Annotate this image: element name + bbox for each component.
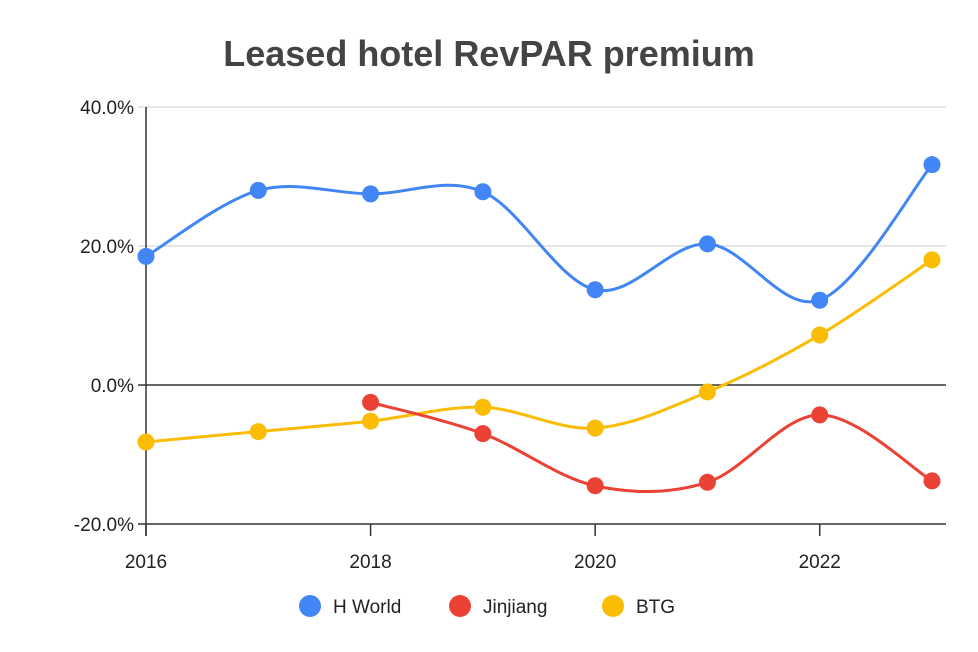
data-point-h-world <box>811 291 829 309</box>
data-point-jinjiang <box>362 393 380 411</box>
x-tick-label: 2018 <box>349 552 391 573</box>
series-jinjiang <box>362 393 941 495</box>
data-point-btg <box>249 423 267 441</box>
y-tick-label: -20.0% <box>74 515 134 536</box>
legend-item-h-world: H World <box>299 595 401 618</box>
data-point-btg <box>811 326 829 344</box>
data-point-h-world <box>474 183 492 201</box>
series <box>137 156 941 495</box>
legend-item-jinjiang: Jinjiang <box>449 595 547 618</box>
y-tick-label: 40.0% <box>80 98 134 119</box>
legend: H World Jinjiang BTG <box>299 595 675 618</box>
data-point-btg <box>586 419 604 437</box>
series-h-world <box>137 156 941 309</box>
series-btg <box>137 251 941 451</box>
y-tick-label: 0.0% <box>91 376 134 397</box>
x-tick-label: 2020 <box>574 552 616 573</box>
legend-label-jinjiang: Jinjiang <box>483 597 547 618</box>
legend-marker-h-world <box>299 595 321 617</box>
data-point-h-world <box>923 156 941 174</box>
data-point-h-world <box>698 235 716 253</box>
axes <box>138 107 946 536</box>
legend-marker-btg <box>602 595 624 617</box>
data-point-jinjiang <box>923 472 941 490</box>
legend-item-btg: BTG <box>602 595 675 618</box>
data-point-jinjiang <box>811 406 829 424</box>
chart-title: Leased hotel RevPAR premium <box>223 33 754 74</box>
data-point-btg <box>137 433 155 451</box>
data-point-h-world <box>249 181 267 199</box>
data-point-btg <box>474 398 492 416</box>
legend-label-btg: BTG <box>636 597 675 618</box>
y-tick-labels: 40.0% 20.0% 0.0% -20.0% <box>74 98 134 536</box>
legend-label-h-world: H World <box>333 597 401 618</box>
data-point-jinjiang <box>586 477 604 495</box>
x-tick-labels: 2016 2018 2020 2022 <box>125 524 841 573</box>
data-point-jinjiang <box>698 473 716 491</box>
data-point-h-world <box>362 185 380 203</box>
data-point-h-world <box>137 247 155 265</box>
data-point-btg <box>362 412 380 430</box>
data-point-btg <box>698 383 716 401</box>
data-point-h-world <box>586 281 604 299</box>
data-point-jinjiang <box>474 425 492 443</box>
legend-marker-jinjiang <box>449 595 471 617</box>
x-tick-label: 2016 <box>125 552 167 573</box>
data-point-btg <box>923 251 941 269</box>
x-tick-label: 2022 <box>799 552 841 573</box>
y-tick-label: 20.0% <box>80 237 134 258</box>
